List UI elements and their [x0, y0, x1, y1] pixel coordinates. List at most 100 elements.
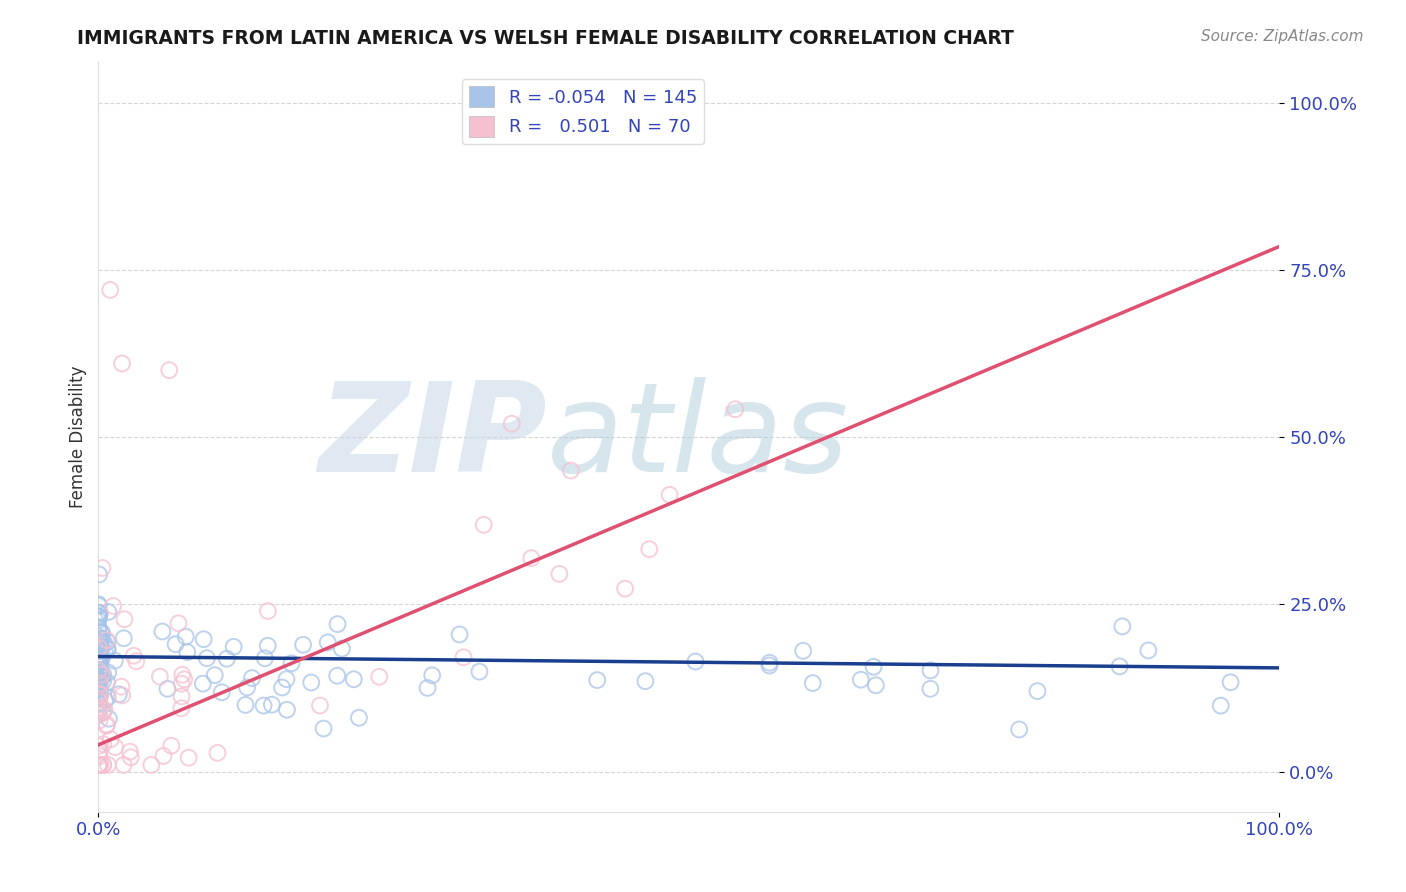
Point	[87, 650, 110, 665]
Point	[93, 636, 115, 650]
Point	[97, 690, 120, 705]
Point	[90, 667, 112, 681]
Point	[801, 676, 824, 690]
Point	[87, 657, 110, 671]
Point	[91, 737, 114, 751]
Point	[416, 681, 439, 695]
Point	[472, 517, 495, 532]
Point	[792, 644, 814, 658]
Point	[501, 417, 523, 431]
Point	[87, 657, 110, 671]
Point	[240, 671, 263, 685]
Point	[87, 678, 110, 692]
Point	[91, 703, 114, 717]
Point	[87, 695, 110, 709]
Point	[586, 673, 609, 687]
Point	[111, 356, 134, 371]
Point	[1137, 643, 1160, 657]
Point	[87, 624, 110, 639]
Point	[89, 676, 111, 690]
Point	[560, 464, 582, 478]
Point	[309, 698, 332, 713]
Point	[312, 722, 335, 736]
Point	[87, 685, 110, 699]
Point	[920, 681, 942, 696]
Point	[176, 645, 198, 659]
Point	[87, 678, 110, 692]
Point	[326, 669, 349, 683]
Point	[368, 670, 391, 684]
Point	[91, 670, 114, 684]
Point	[89, 687, 111, 701]
Point	[172, 667, 194, 681]
Point	[90, 625, 112, 640]
Point	[87, 651, 110, 665]
Point	[90, 651, 112, 665]
Point	[87, 664, 110, 678]
Point	[87, 673, 110, 687]
Point	[87, 664, 110, 678]
Point	[149, 670, 172, 684]
Point	[141, 758, 163, 772]
Point	[87, 651, 110, 665]
Point	[89, 677, 111, 691]
Point	[235, 698, 257, 712]
Point	[93, 703, 115, 717]
Point	[89, 632, 111, 646]
Point	[165, 637, 187, 651]
Point	[112, 612, 135, 626]
Point	[89, 665, 111, 680]
Point	[96, 717, 118, 731]
Point	[94, 644, 117, 658]
Point	[87, 664, 110, 678]
Point	[89, 656, 111, 670]
Point	[520, 551, 543, 566]
Point	[87, 657, 110, 671]
Point	[252, 698, 274, 713]
Legend: R = -0.054   N = 145, R =   0.501   N = 70: R = -0.054 N = 145, R = 0.501 N = 70	[461, 79, 704, 145]
Point	[256, 639, 278, 653]
Point	[112, 758, 135, 772]
Point	[638, 542, 661, 557]
Point	[87, 695, 110, 709]
Point	[87, 609, 110, 624]
Text: Source: ZipAtlas.com: Source: ZipAtlas.com	[1201, 29, 1364, 44]
Point	[89, 758, 111, 772]
Point	[724, 402, 747, 417]
Point	[87, 648, 110, 662]
Point	[87, 599, 110, 613]
Point	[634, 674, 657, 689]
Point	[90, 635, 112, 649]
Point	[865, 678, 887, 692]
Point	[91, 758, 114, 772]
Point	[87, 665, 110, 679]
Point	[104, 740, 127, 755]
Point	[89, 648, 111, 663]
Point	[191, 676, 214, 690]
Point	[89, 672, 111, 686]
Point	[257, 604, 280, 618]
Point	[170, 690, 193, 704]
Point	[271, 681, 294, 695]
Point	[343, 673, 366, 687]
Point	[87, 739, 110, 753]
Point	[87, 747, 110, 761]
Point	[222, 640, 245, 654]
Point	[87, 705, 110, 719]
Point	[167, 616, 190, 631]
Point	[89, 707, 111, 722]
Point	[87, 758, 110, 772]
Point	[87, 758, 110, 772]
Point	[87, 634, 110, 648]
Point	[1219, 675, 1241, 690]
Point	[87, 665, 110, 680]
Point	[89, 714, 111, 728]
Point	[1026, 684, 1049, 698]
Point	[91, 706, 114, 720]
Point	[87, 675, 110, 690]
Point	[89, 749, 111, 764]
Point	[87, 692, 110, 706]
Point	[91, 674, 114, 689]
Point	[89, 664, 111, 678]
Point	[87, 671, 110, 685]
